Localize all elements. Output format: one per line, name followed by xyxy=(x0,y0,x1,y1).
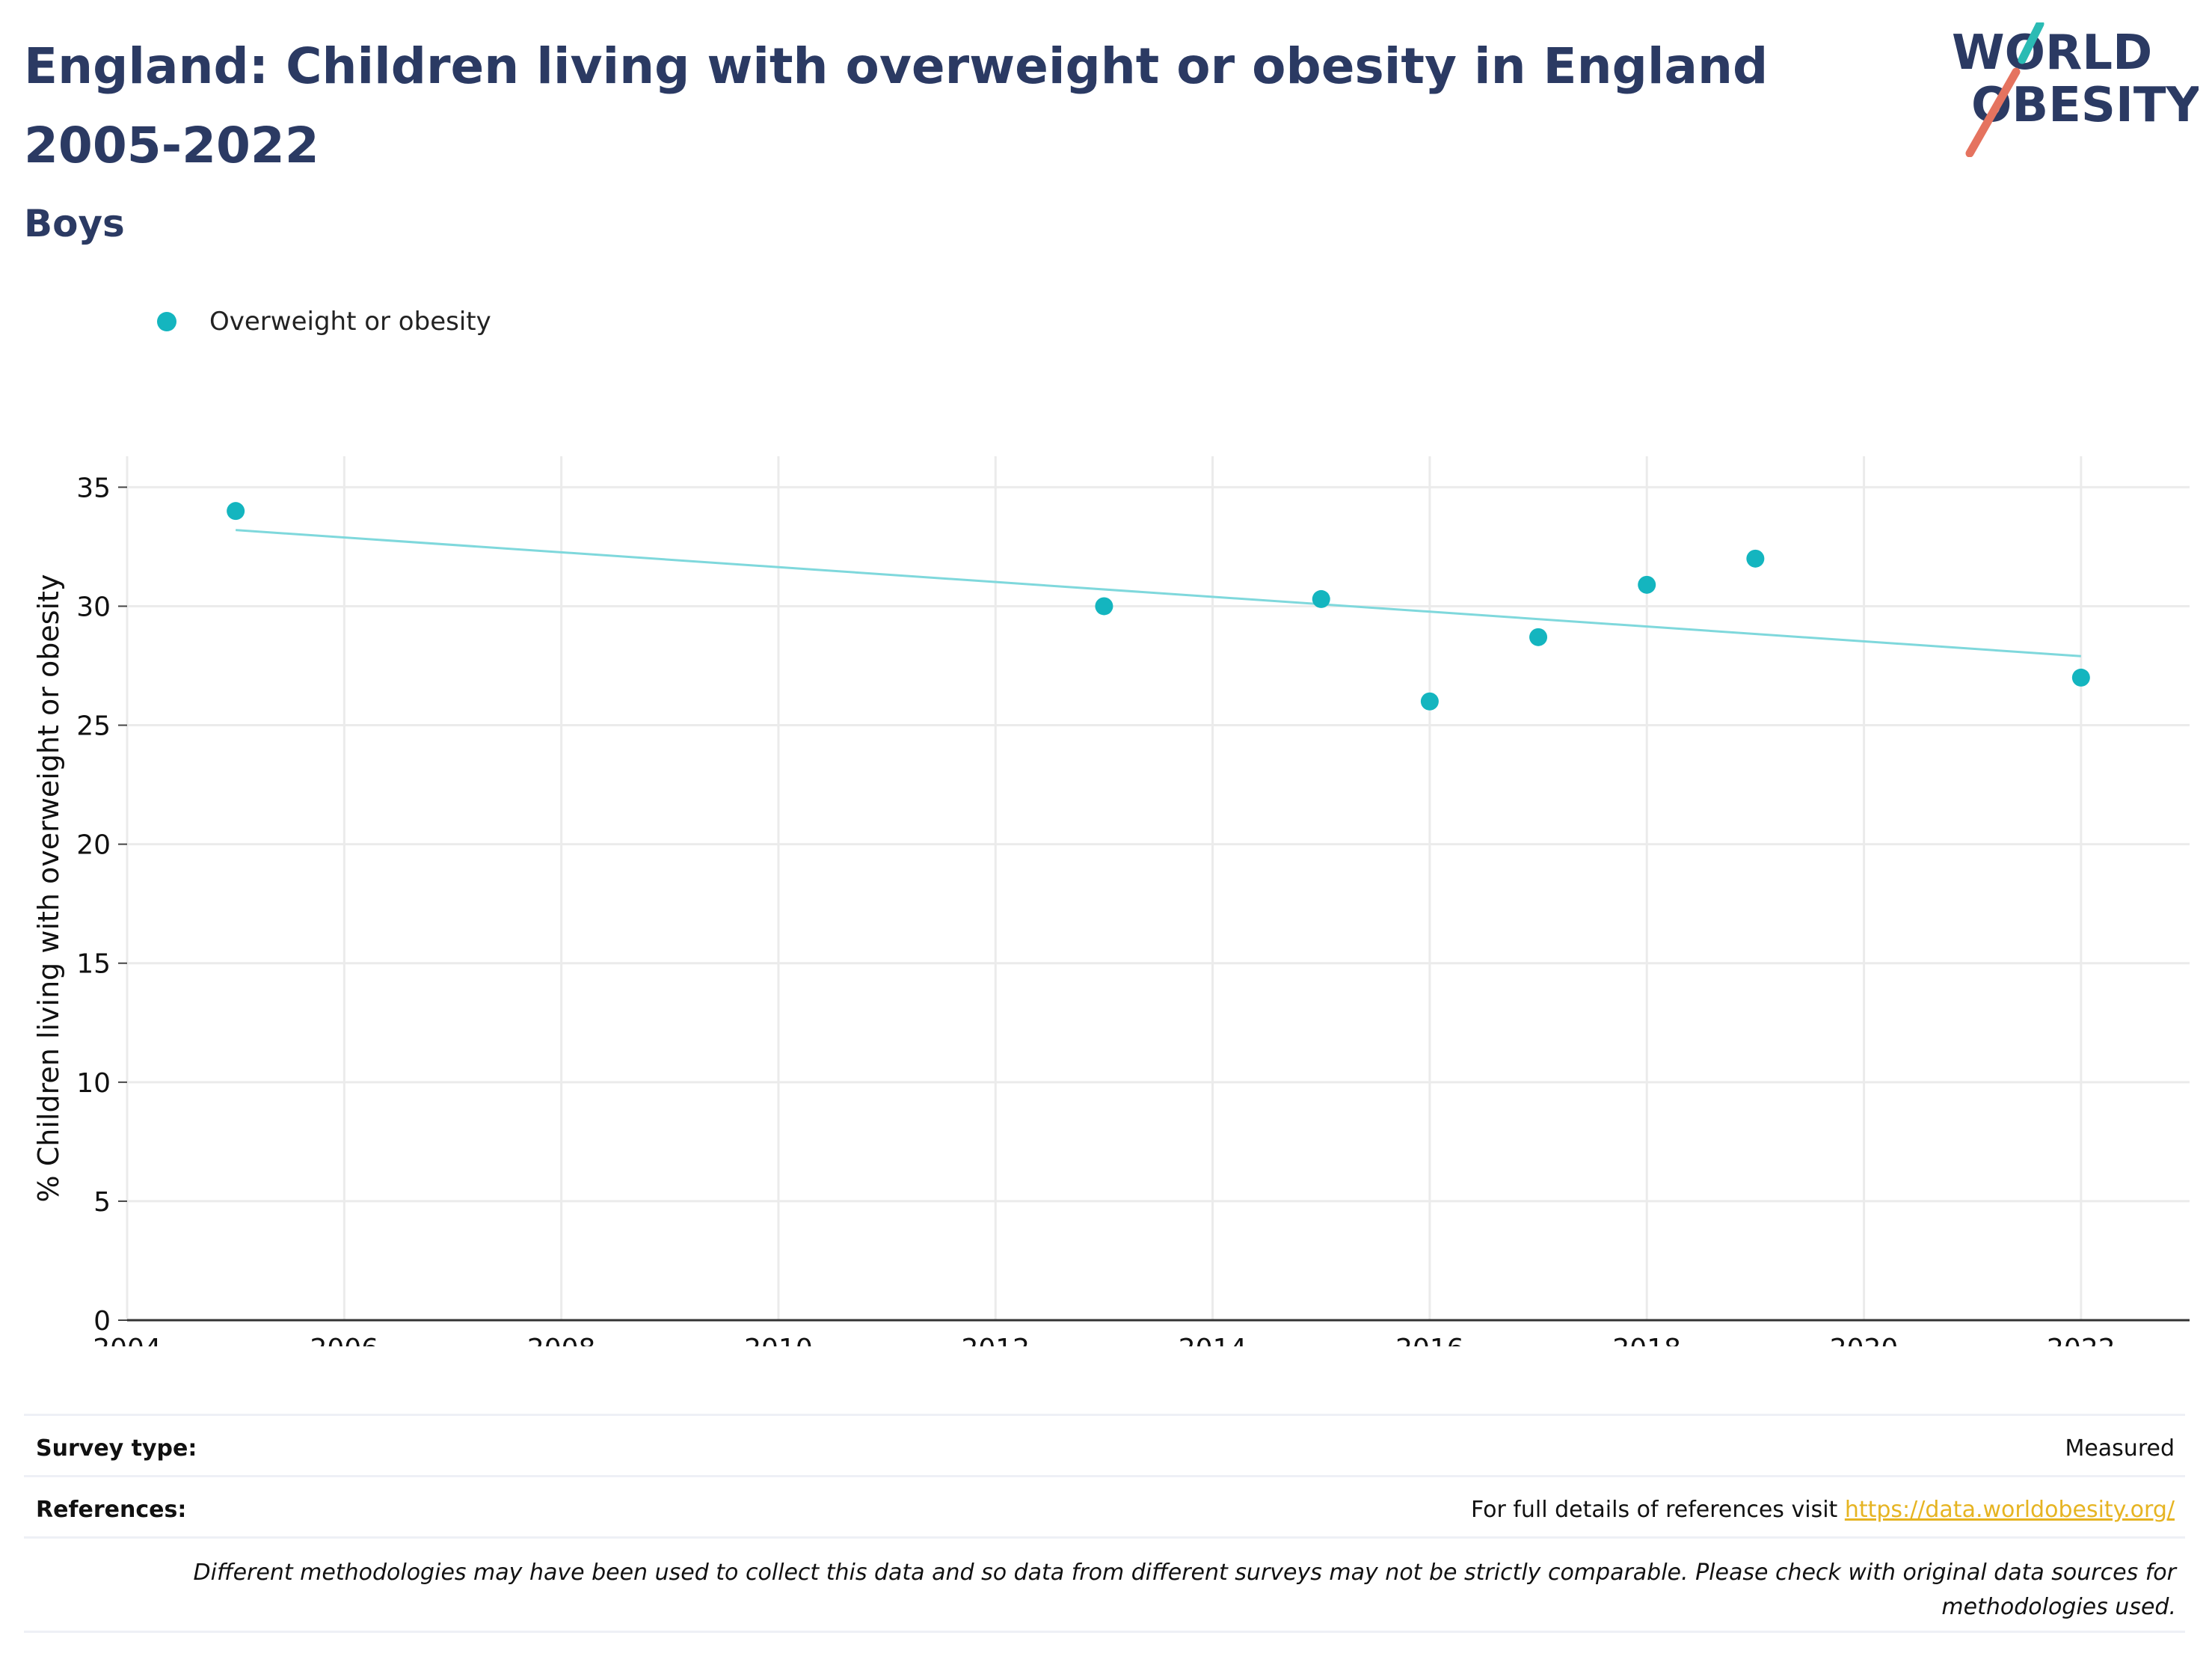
x-tick-label: 2020 xyxy=(1830,1334,1899,1346)
references-link[interactable]: https://data.worldobesity.org/ xyxy=(1844,1497,2175,1523)
data-points xyxy=(227,502,2090,711)
x-tick-label: 2008 xyxy=(527,1334,596,1346)
axes: 2004200620082010201220142016201820202022… xyxy=(76,473,2190,1346)
data-point[interactable] xyxy=(1312,589,1330,608)
y-tick-label: 30 xyxy=(76,592,111,622)
data-point[interactable] xyxy=(2071,668,2090,687)
x-tick-label: 2010 xyxy=(744,1334,813,1346)
y-tick-label: 15 xyxy=(76,949,111,980)
x-tick-label: 2016 xyxy=(1395,1334,1464,1346)
y-tick-label: 20 xyxy=(76,830,111,861)
footer-bottom-divider xyxy=(24,1631,2185,1633)
data-point[interactable] xyxy=(1746,549,1765,568)
references-label: References: xyxy=(36,1497,187,1523)
x-tick-label: 2018 xyxy=(1612,1334,1681,1346)
references-value: For full details of references visit htt… xyxy=(1471,1497,2175,1523)
grid-lines xyxy=(126,456,2190,1320)
y-tick-label: 25 xyxy=(76,711,111,742)
x-tick-label: 2014 xyxy=(1179,1334,1247,1346)
references-row: References: For full details of referenc… xyxy=(24,1475,2185,1539)
data-point[interactable] xyxy=(1529,628,1548,646)
x-tick-label: 2004 xyxy=(93,1334,162,1346)
y-tick-label: 5 xyxy=(93,1187,111,1218)
methodology-note-row xyxy=(24,1536,2185,1633)
trendline xyxy=(236,529,2081,657)
x-tick-label: 2022 xyxy=(2047,1334,2116,1346)
legend-marker xyxy=(157,312,176,331)
logo-slash-teal xyxy=(2018,22,2044,64)
logo-text-line1: WORLD xyxy=(1952,25,2152,81)
page-title: England: Children living with overweight… xyxy=(24,37,1769,174)
chart-subtitle: Boys xyxy=(24,202,125,245)
data-point[interactable] xyxy=(1420,692,1439,711)
x-tick-label: 2012 xyxy=(961,1334,1030,1346)
data-point[interactable] xyxy=(1095,597,1113,616)
chart-legend[interactable]: Overweight or obesity xyxy=(150,299,491,344)
data-point[interactable] xyxy=(227,502,245,521)
legend-label: Overweight or obesity xyxy=(209,307,491,337)
y-tick-label: 10 xyxy=(76,1068,111,1099)
y-axis-label: % Children living with overweight or obe… xyxy=(32,574,65,1203)
survey-type-row: Survey type: Measured xyxy=(24,1414,2185,1477)
world-obesity-logo: WORLD OBESITY xyxy=(1952,22,2199,157)
data-point[interactable] xyxy=(1638,575,1656,594)
survey-type-label: Survey type: xyxy=(36,1435,197,1462)
y-tick-label: 0 xyxy=(93,1306,111,1337)
references-text: For full details of references visit xyxy=(1470,1497,1845,1523)
methodology-note: Different methodologies may have been us… xyxy=(193,1560,2176,1620)
logo-slash-coral xyxy=(1965,67,2021,157)
x-tick-label: 2006 xyxy=(310,1334,379,1346)
survey-type-value: Measured xyxy=(2065,1435,2175,1462)
scatter-chart: 2004200620082010201220142016201820202022… xyxy=(32,456,2190,1346)
trendline-layer xyxy=(236,529,2081,657)
y-tick-label: 35 xyxy=(76,473,111,503)
